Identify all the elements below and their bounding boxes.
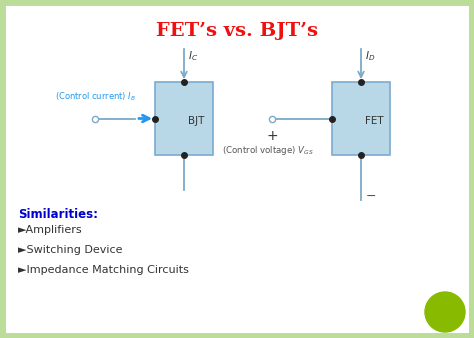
Circle shape bbox=[425, 292, 465, 332]
Text: FET’s vs. BJT’s: FET’s vs. BJT’s bbox=[156, 22, 318, 40]
Text: ►Switching Device: ►Switching Device bbox=[18, 245, 122, 255]
Text: BJT: BJT bbox=[188, 117, 204, 126]
Text: +: + bbox=[266, 129, 278, 144]
Text: (Control voltage) $V_{GS}$: (Control voltage) $V_{GS}$ bbox=[222, 144, 314, 157]
Text: (Control current) $I_B$: (Control current) $I_B$ bbox=[55, 90, 136, 103]
Text: ►Impedance Matching Circuits: ►Impedance Matching Circuits bbox=[18, 265, 189, 275]
Bar bbox=[332, 82, 390, 155]
Text: FET: FET bbox=[365, 117, 383, 126]
Text: $I_D$: $I_D$ bbox=[365, 49, 375, 63]
Text: ►Amplifiers: ►Amplifiers bbox=[18, 225, 82, 235]
Bar bbox=[155, 82, 213, 155]
Text: −: − bbox=[366, 190, 376, 202]
Text: $I_C$: $I_C$ bbox=[188, 49, 198, 63]
Text: Similarities:: Similarities: bbox=[18, 208, 98, 221]
